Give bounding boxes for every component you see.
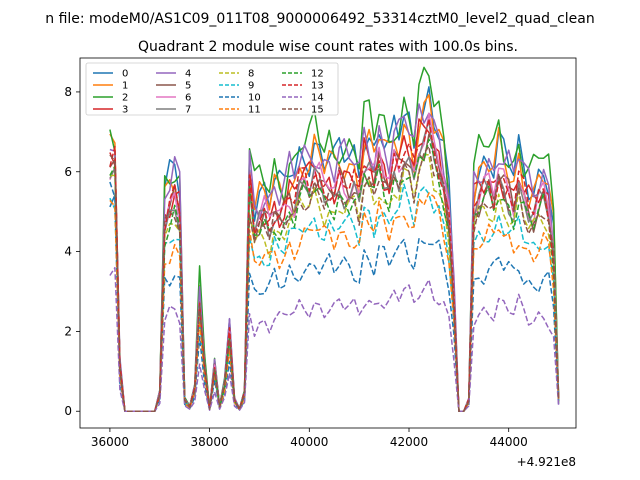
- legend-label: 9: [248, 81, 254, 92]
- y-tick-label: 2: [64, 324, 72, 338]
- series-line-14: [109, 266, 560, 412]
- y-tick-label: 4: [64, 245, 72, 259]
- legend-label: 7: [185, 105, 191, 116]
- legend-label: 1: [122, 81, 128, 92]
- y-tick-label: 6: [64, 165, 72, 179]
- series-layer: [109, 66, 560, 412]
- legend-label: 11: [248, 105, 261, 116]
- x-tick-label: 42000: [390, 435, 428, 449]
- series-line-4: [109, 103, 560, 412]
- plot-frame: [79, 57, 577, 429]
- legend-label: 2: [122, 93, 128, 104]
- legend-label: 6: [185, 93, 191, 104]
- y-tick-label: 8: [64, 85, 72, 99]
- legend-label: 4: [185, 69, 191, 80]
- legend-label: 10: [248, 93, 261, 104]
- x-tick-label: 36000: [91, 435, 129, 449]
- legend-label: 12: [311, 69, 324, 80]
- x-offset-label: +4.921e8: [517, 455, 576, 469]
- x-axis: 36000 38000 40000 42000 44000: [91, 428, 528, 449]
- legend-label: 15: [311, 105, 324, 116]
- y-axis: 0 2 4 6 8: [64, 85, 80, 418]
- figure-suptitle: n file: modeM0/AS1C09_011T08_9000006492_…: [45, 11, 594, 27]
- series-line-5: [109, 133, 560, 412]
- y-tick-label: 0: [64, 404, 72, 418]
- legend-label: 13: [311, 81, 324, 92]
- series-line-10: [109, 181, 560, 412]
- legend-label: 14: [311, 93, 324, 104]
- legend-label: 0: [122, 69, 128, 80]
- legend-label: 8: [248, 69, 254, 80]
- series-line-15: [109, 145, 560, 412]
- x-tick-label: 40000: [290, 435, 328, 449]
- legend-label: 3: [122, 105, 128, 116]
- series-line-9: [109, 183, 560, 412]
- chart-title: Quadrant 2 module wise count rates with …: [138, 39, 518, 55]
- x-tick-label: 44000: [490, 435, 528, 449]
- legend-label: 5: [185, 81, 191, 92]
- x-tick-label: 38000: [191, 435, 229, 449]
- legend-box: [85, 62, 339, 116]
